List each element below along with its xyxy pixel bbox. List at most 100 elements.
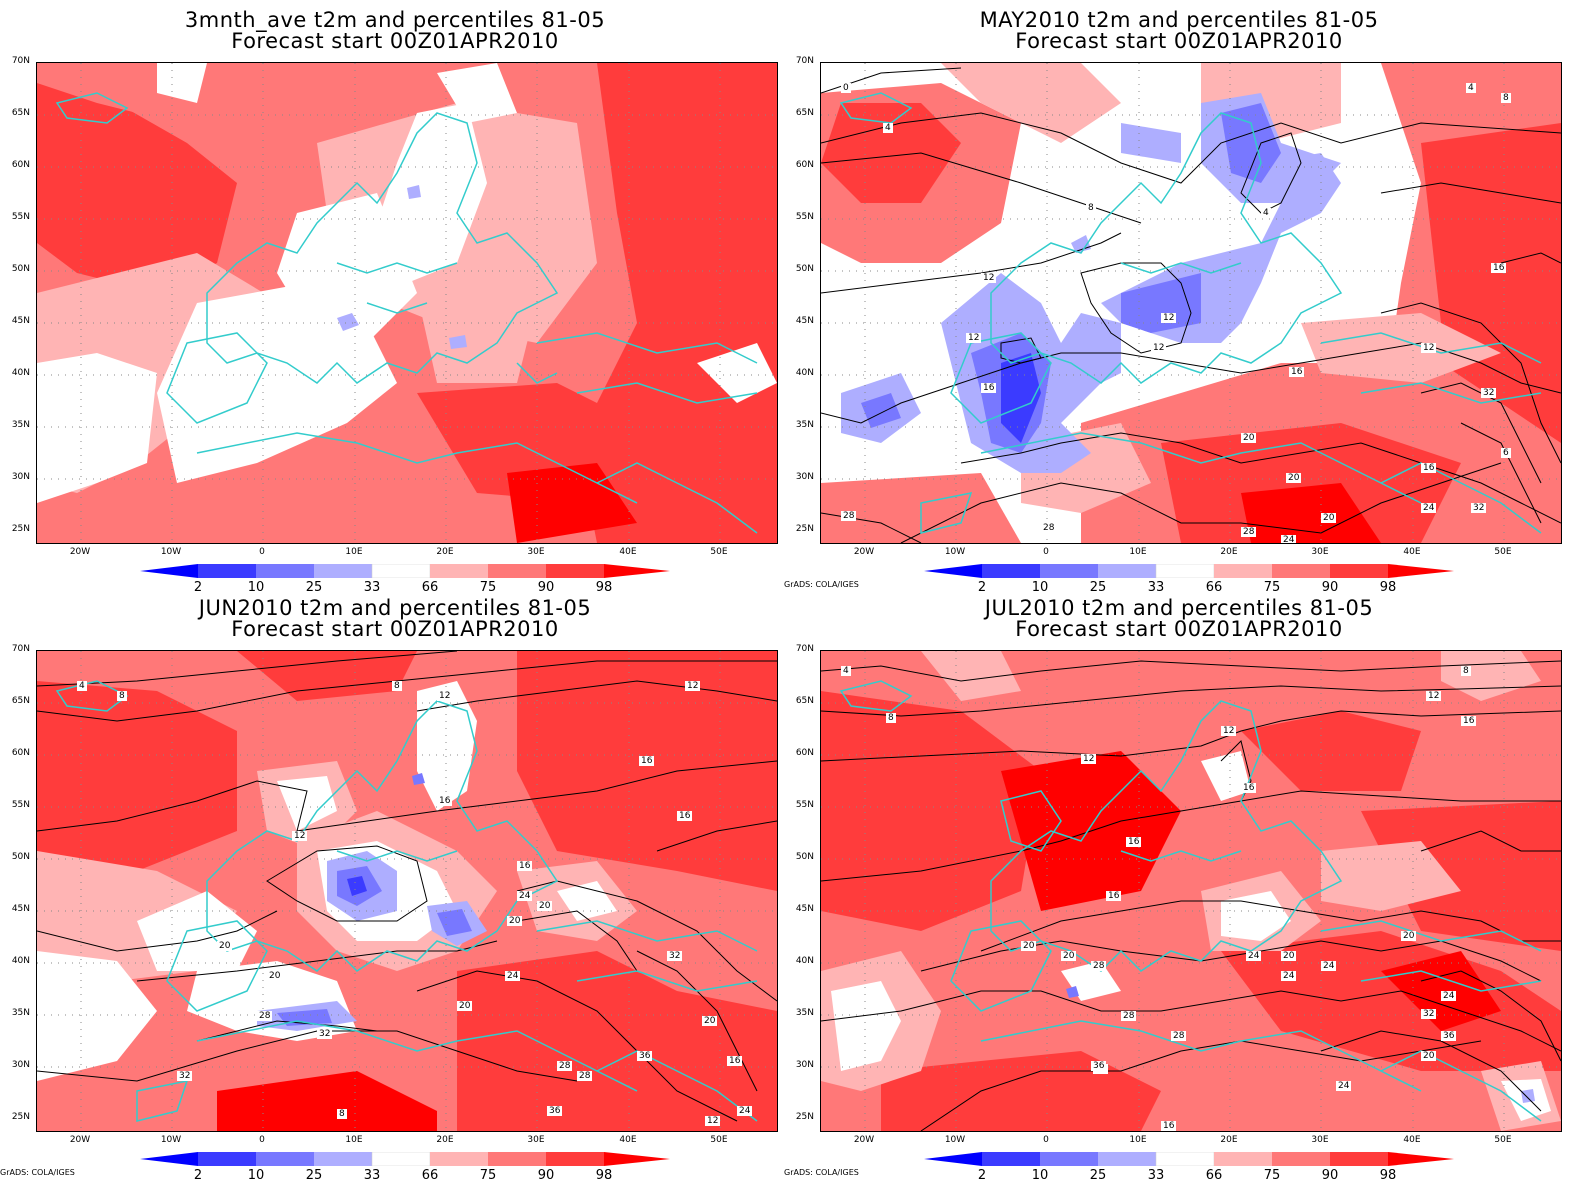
lon-tick: 0 [1043, 1135, 1049, 1145]
lon-tick: 40E [619, 1135, 637, 1145]
lat-tick: 50N [11, 264, 30, 274]
lon-tick: 40E [1403, 1135, 1421, 1145]
contour-label: 8 [117, 691, 127, 701]
lat-tick: 60N [11, 748, 30, 758]
lat-tick: 65N [795, 108, 814, 118]
contour-label: 12 [1221, 726, 1237, 736]
contour-label: 24 [1421, 503, 1437, 513]
colorbar-label: 2 [977, 1168, 987, 1183]
contour-label: 28 [841, 511, 857, 521]
contour-label: 4 [883, 123, 893, 133]
lat-tick: 60N [11, 160, 30, 170]
colorbar-label: 90 [537, 1168, 555, 1183]
contour-label: 20 [1061, 951, 1077, 961]
contour-label: 8 [1086, 203, 1096, 213]
contour-label: 36 [1441, 1031, 1457, 1041]
lon-tick: 10E [345, 547, 363, 557]
contour-label: 16 [1461, 716, 1477, 726]
lon-tick: 50E [1494, 1135, 1512, 1145]
lon-tick: 10E [345, 1135, 363, 1145]
contour-label: 20 [217, 941, 233, 951]
contour-label: 28 [1241, 527, 1257, 537]
contour-label: 16 [437, 796, 453, 806]
lat-tick: 70N [11, 644, 30, 654]
lat-tick: 65N [795, 696, 814, 706]
contour-label: 20 [1241, 433, 1257, 443]
lat-tick: 60N [795, 748, 814, 758]
lat-tick: 30N [11, 472, 30, 482]
contour-label: 12 [705, 1116, 721, 1126]
panel-title-line1: JUN2010 t2m and percentiles 81-05 [198, 596, 592, 620]
lat-tick: 35N [795, 420, 814, 430]
panel-jun2010: JUN2010 t2m and percentiles 81-05 Foreca… [0, 588, 790, 1183]
lon-tick: 30E [1311, 547, 1329, 557]
contour-label: 32 [317, 1029, 333, 1039]
contour-label: 28 [577, 1071, 593, 1081]
contour-label: 24 [1281, 971, 1297, 981]
contour-label: 28 [257, 1011, 273, 1021]
colorbar-label: 33 [1147, 580, 1165, 595]
contour-label: 20 [1021, 941, 1037, 951]
lon-tick: 40E [1403, 547, 1421, 557]
lat-tick: 40N [11, 956, 30, 966]
contour-label: 12 [1161, 313, 1177, 323]
lon-tick: 30E [1311, 1135, 1329, 1145]
contour-label: 28 [557, 1061, 573, 1071]
colorbar-label: 75 [1263, 1168, 1281, 1183]
colorbar-label: 98 [595, 580, 613, 595]
lat-tick: 30N [795, 1060, 814, 1070]
lon-tick: 0 [259, 547, 265, 557]
contour-label: 16 [1491, 263, 1507, 273]
contour-label: 20 [507, 916, 523, 926]
lat-tick: 70N [11, 56, 30, 66]
map-area: 4 8 8 12 12 12 16 16 16 16 20 20 20 20 20 24 24 28 28 32 32 3… [36, 650, 778, 1132]
contour-label: 8 [1501, 93, 1511, 103]
colorbar [924, 1152, 1454, 1166]
colorbar-label: 75 [479, 580, 497, 595]
map-svg [37, 651, 777, 1131]
grads-credit: GrADS: COLA/IGES [784, 1168, 859, 1177]
contour-label: 20 [1286, 473, 1302, 483]
contour-label: 36 [1091, 1061, 1107, 1071]
contour-label: 12 [1151, 343, 1167, 353]
lat-tick: 45N [11, 904, 30, 914]
map-svg [821, 651, 1561, 1131]
lat-tick: 45N [795, 904, 814, 914]
colorbar [140, 564, 670, 578]
contour-label: 4 [1261, 208, 1271, 218]
lat-tick: 55N [795, 800, 814, 810]
lat-tick: 50N [795, 264, 814, 274]
colorbar-label: 90 [537, 580, 555, 595]
lon-tick: 50E [1494, 547, 1512, 557]
lat-tick: 55N [11, 212, 30, 222]
lon-tick: 10W [944, 547, 966, 557]
contour-label: 12 [981, 273, 997, 283]
contour-label: 6 [1501, 448, 1511, 458]
colorbar-label: 66 [1205, 1168, 1223, 1183]
contour-label: 32 [667, 951, 683, 961]
panel-title-line1: 3mnth_ave t2m and percentiles 81-05 [184, 8, 606, 32]
contour-label: 12 [1081, 754, 1097, 764]
colorbar-label: 33 [363, 580, 381, 595]
contour-label: 20 [457, 1001, 473, 1011]
map-svg [821, 63, 1561, 543]
lat-tick: 45N [11, 316, 30, 326]
contour-label: 20 [1401, 931, 1417, 941]
contour-label: 12 [966, 333, 982, 343]
lat-tick: 50N [795, 852, 814, 862]
lon-tick: 0 [1043, 547, 1049, 557]
contour-label: 8 [1461, 666, 1471, 676]
lat-tick: 25N [795, 1112, 814, 1122]
lon-tick: 20W [853, 1135, 875, 1145]
lon-tick: 30E [527, 547, 545, 557]
map-area [36, 62, 778, 544]
colorbar-label: 10 [247, 1168, 265, 1183]
contour-label: 32 [1471, 503, 1487, 513]
contour-label: 36 [637, 1051, 653, 1061]
colorbar-label: 66 [421, 1168, 439, 1183]
contour-label: 4 [77, 681, 87, 691]
contour-label: 24 [1281, 535, 1297, 544]
contour-label: 8 [392, 681, 402, 691]
contour-label: 8 [886, 713, 896, 723]
panel-title-line2: Forecast start 00Z01APR2010 [231, 617, 559, 641]
